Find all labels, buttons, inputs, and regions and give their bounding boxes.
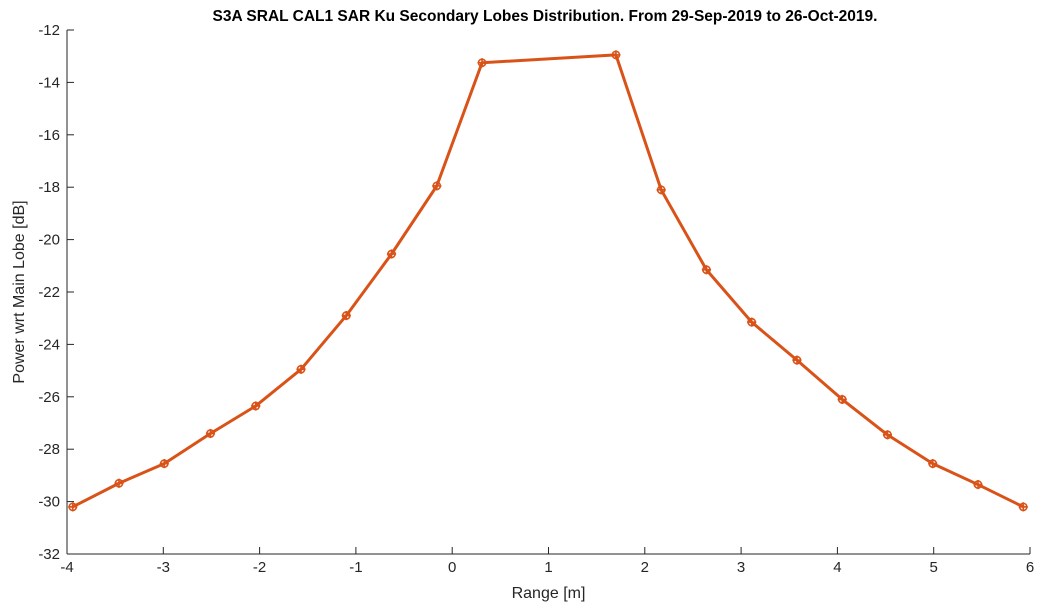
x-tick-label: 1	[544, 559, 552, 576]
series-line	[71, 53, 1025, 509]
x-tick-label: -1	[349, 559, 362, 576]
data-point-marker	[792, 355, 802, 365]
y-tick-label: -22	[38, 284, 60, 301]
data-point-marker	[1018, 502, 1028, 512]
x-tick-label: 4	[833, 559, 841, 576]
data-point-marker	[477, 58, 487, 68]
x-tick-label: -4	[60, 559, 73, 576]
x-tick-label: -3	[157, 559, 170, 576]
data-point-marker	[251, 401, 261, 411]
data-point-marker	[973, 479, 983, 490]
data-point-marker	[68, 502, 78, 512]
y-axis-ticks: -12 -14 -16 -18 -20 -22 -24 -26 -28 -30 -32	[38, 22, 74, 563]
x-axis-ticks: -4 -3 -2 -1 0 1 2 3 4 5 6	[60, 547, 1034, 576]
y-tick-label: -28	[38, 441, 60, 458]
x-axis-label: Range [m]	[512, 585, 586, 602]
y-tick-label: -12	[38, 22, 60, 39]
x-tick-label: 6	[1026, 559, 1034, 576]
x-tick-label: 5	[930, 559, 938, 576]
y-tick-label: -26	[38, 389, 60, 406]
y-tick-label: -30	[38, 494, 60, 511]
data-point-marker	[432, 181, 442, 191]
data-point-marker	[205, 428, 216, 439]
data-point-marker	[386, 249, 397, 259]
data-point-marker	[159, 459, 169, 469]
x-tick-label: 3	[737, 559, 745, 576]
y-tick-label: -16	[38, 127, 60, 144]
data-point-marker	[341, 310, 351, 321]
data-point-marker	[114, 478, 124, 488]
y-tick-label: -20	[38, 232, 60, 249]
y-tick-label: -14	[38, 74, 60, 91]
x-tick-label: 2	[641, 559, 649, 576]
data-point-marker	[882, 430, 893, 440]
data-point-marker	[611, 50, 621, 60]
data-point-marker	[701, 265, 712, 275]
data-point-marker	[837, 394, 847, 405]
y-axis-label: Power wrt Main Lobe [dB]	[11, 200, 28, 383]
x-tick-label: 0	[448, 559, 456, 576]
y-tick-label: -32	[38, 546, 60, 563]
data-point-marker	[928, 459, 938, 469]
data-point-marker	[747, 317, 757, 327]
y-tick-label: -24	[38, 336, 60, 353]
plot-area	[67, 30, 1030, 554]
data-point-marker	[296, 364, 306, 374]
series-layer	[68, 50, 1028, 512]
chart-title: S3A SRAL CAL1 SAR Ku Secondary Lobes Dis…	[213, 8, 878, 25]
y-tick-label: -18	[38, 179, 60, 196]
x-tick-label: -2	[253, 559, 266, 576]
data-point-marker	[656, 185, 666, 195]
